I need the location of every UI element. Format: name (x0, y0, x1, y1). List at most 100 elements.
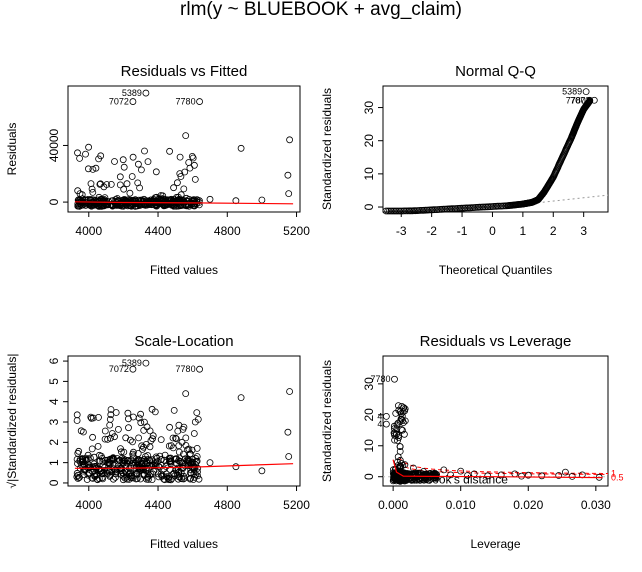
data-point (133, 475, 141, 483)
data-point (138, 442, 146, 450)
labeled-data-point (196, 98, 203, 105)
data-point (87, 454, 94, 462)
x-tick-label: -3 (396, 224, 407, 238)
data-point (191, 198, 199, 206)
plot-frame (67, 355, 301, 487)
data-point (142, 197, 150, 205)
y-tick-label: 10 (362, 439, 376, 453)
data-point (170, 184, 178, 192)
data-point (120, 185, 128, 193)
x-tick-label: 4400 (145, 498, 172, 512)
data-point (107, 406, 115, 413)
data-point (189, 154, 197, 162)
data-point (142, 440, 150, 448)
data-point (129, 153, 137, 161)
y-tick-label: 6 (47, 357, 61, 364)
data-point (129, 474, 137, 482)
data-point (190, 470, 198, 477)
data-point (176, 153, 184, 161)
data-point (134, 160, 142, 168)
y-tick-label: 3 (47, 418, 61, 425)
data-point (120, 163, 128, 171)
panel-title: Residuals vs Leverage (420, 333, 572, 350)
data-point (448, 205, 456, 213)
x-tick-label: 0 (489, 224, 496, 238)
data-point (415, 475, 423, 483)
data-point (193, 409, 201, 417)
data-point (400, 207, 408, 215)
data-point (120, 459, 127, 467)
data-point (107, 180, 115, 188)
labeled-data-point (391, 375, 398, 383)
cooks-contour-label: 0.5 (611, 472, 624, 482)
y-axis-label: √|Standardized residuals| (5, 354, 19, 489)
point-label: 7072 (109, 97, 129, 107)
labeled-data-point (142, 359, 150, 367)
x-tick-label: 0.010 (446, 498, 476, 512)
data-point (149, 435, 156, 443)
y-tick-label: 40000 (47, 128, 61, 162)
data-point (116, 181, 124, 189)
data-point (95, 155, 102, 163)
x-tick-label: 5200 (283, 224, 310, 238)
labeled-data-point (586, 96, 594, 104)
data-point (284, 171, 292, 179)
labeled-data-point (382, 412, 390, 420)
point-label: 7072 (570, 95, 590, 105)
data-point (129, 438, 136, 446)
data-point (157, 192, 165, 199)
data-point (73, 411, 81, 419)
data-point (77, 427, 85, 435)
y-tick-label: 20 (362, 408, 376, 422)
data-point (143, 474, 151, 481)
data-point (396, 443, 404, 450)
y-tick-label: 0 (362, 473, 376, 480)
point-label: 4 (377, 411, 382, 421)
data-point (518, 472, 525, 480)
data-point (170, 406, 178, 414)
data-point (191, 473, 198, 481)
data-point (117, 445, 124, 453)
plot-frame (382, 85, 609, 213)
data-point (92, 164, 100, 172)
data-point (148, 476, 156, 484)
x-tick-label: 2 (550, 224, 557, 238)
data-point (182, 390, 190, 398)
data-point (392, 207, 400, 215)
data-point (140, 426, 148, 434)
data-point (145, 456, 153, 464)
x-tick-label: -2 (426, 224, 437, 238)
data-point (119, 156, 127, 164)
data-point (193, 457, 201, 465)
data-point (401, 476, 409, 484)
data-point (124, 409, 132, 417)
data-point (182, 434, 190, 442)
data-point (152, 168, 160, 176)
labeled-data-point (196, 365, 203, 373)
data-point (568, 472, 576, 480)
data-point (392, 409, 400, 417)
data-point (174, 427, 182, 435)
data-point (99, 475, 107, 483)
data-point (173, 179, 181, 187)
cooks-contour-1 (398, 457, 608, 474)
data-point (399, 416, 407, 424)
data-point (397, 425, 405, 433)
data-point (182, 132, 190, 140)
data-point (149, 197, 157, 205)
data-point (424, 474, 432, 482)
y-axis-label: Standardized residuals (320, 88, 334, 210)
data-point (178, 438, 186, 446)
x-tick-label: 1 (520, 224, 527, 238)
data-point (420, 474, 428, 482)
data-point (162, 458, 170, 466)
data-point (179, 464, 187, 472)
x-axis-label: Leverage (470, 537, 520, 551)
data-point (112, 470, 120, 478)
data-point (188, 152, 196, 160)
y-tick-label: 30 (362, 101, 376, 115)
data-point (394, 437, 401, 445)
data-point (175, 197, 183, 205)
data-point (431, 206, 439, 214)
